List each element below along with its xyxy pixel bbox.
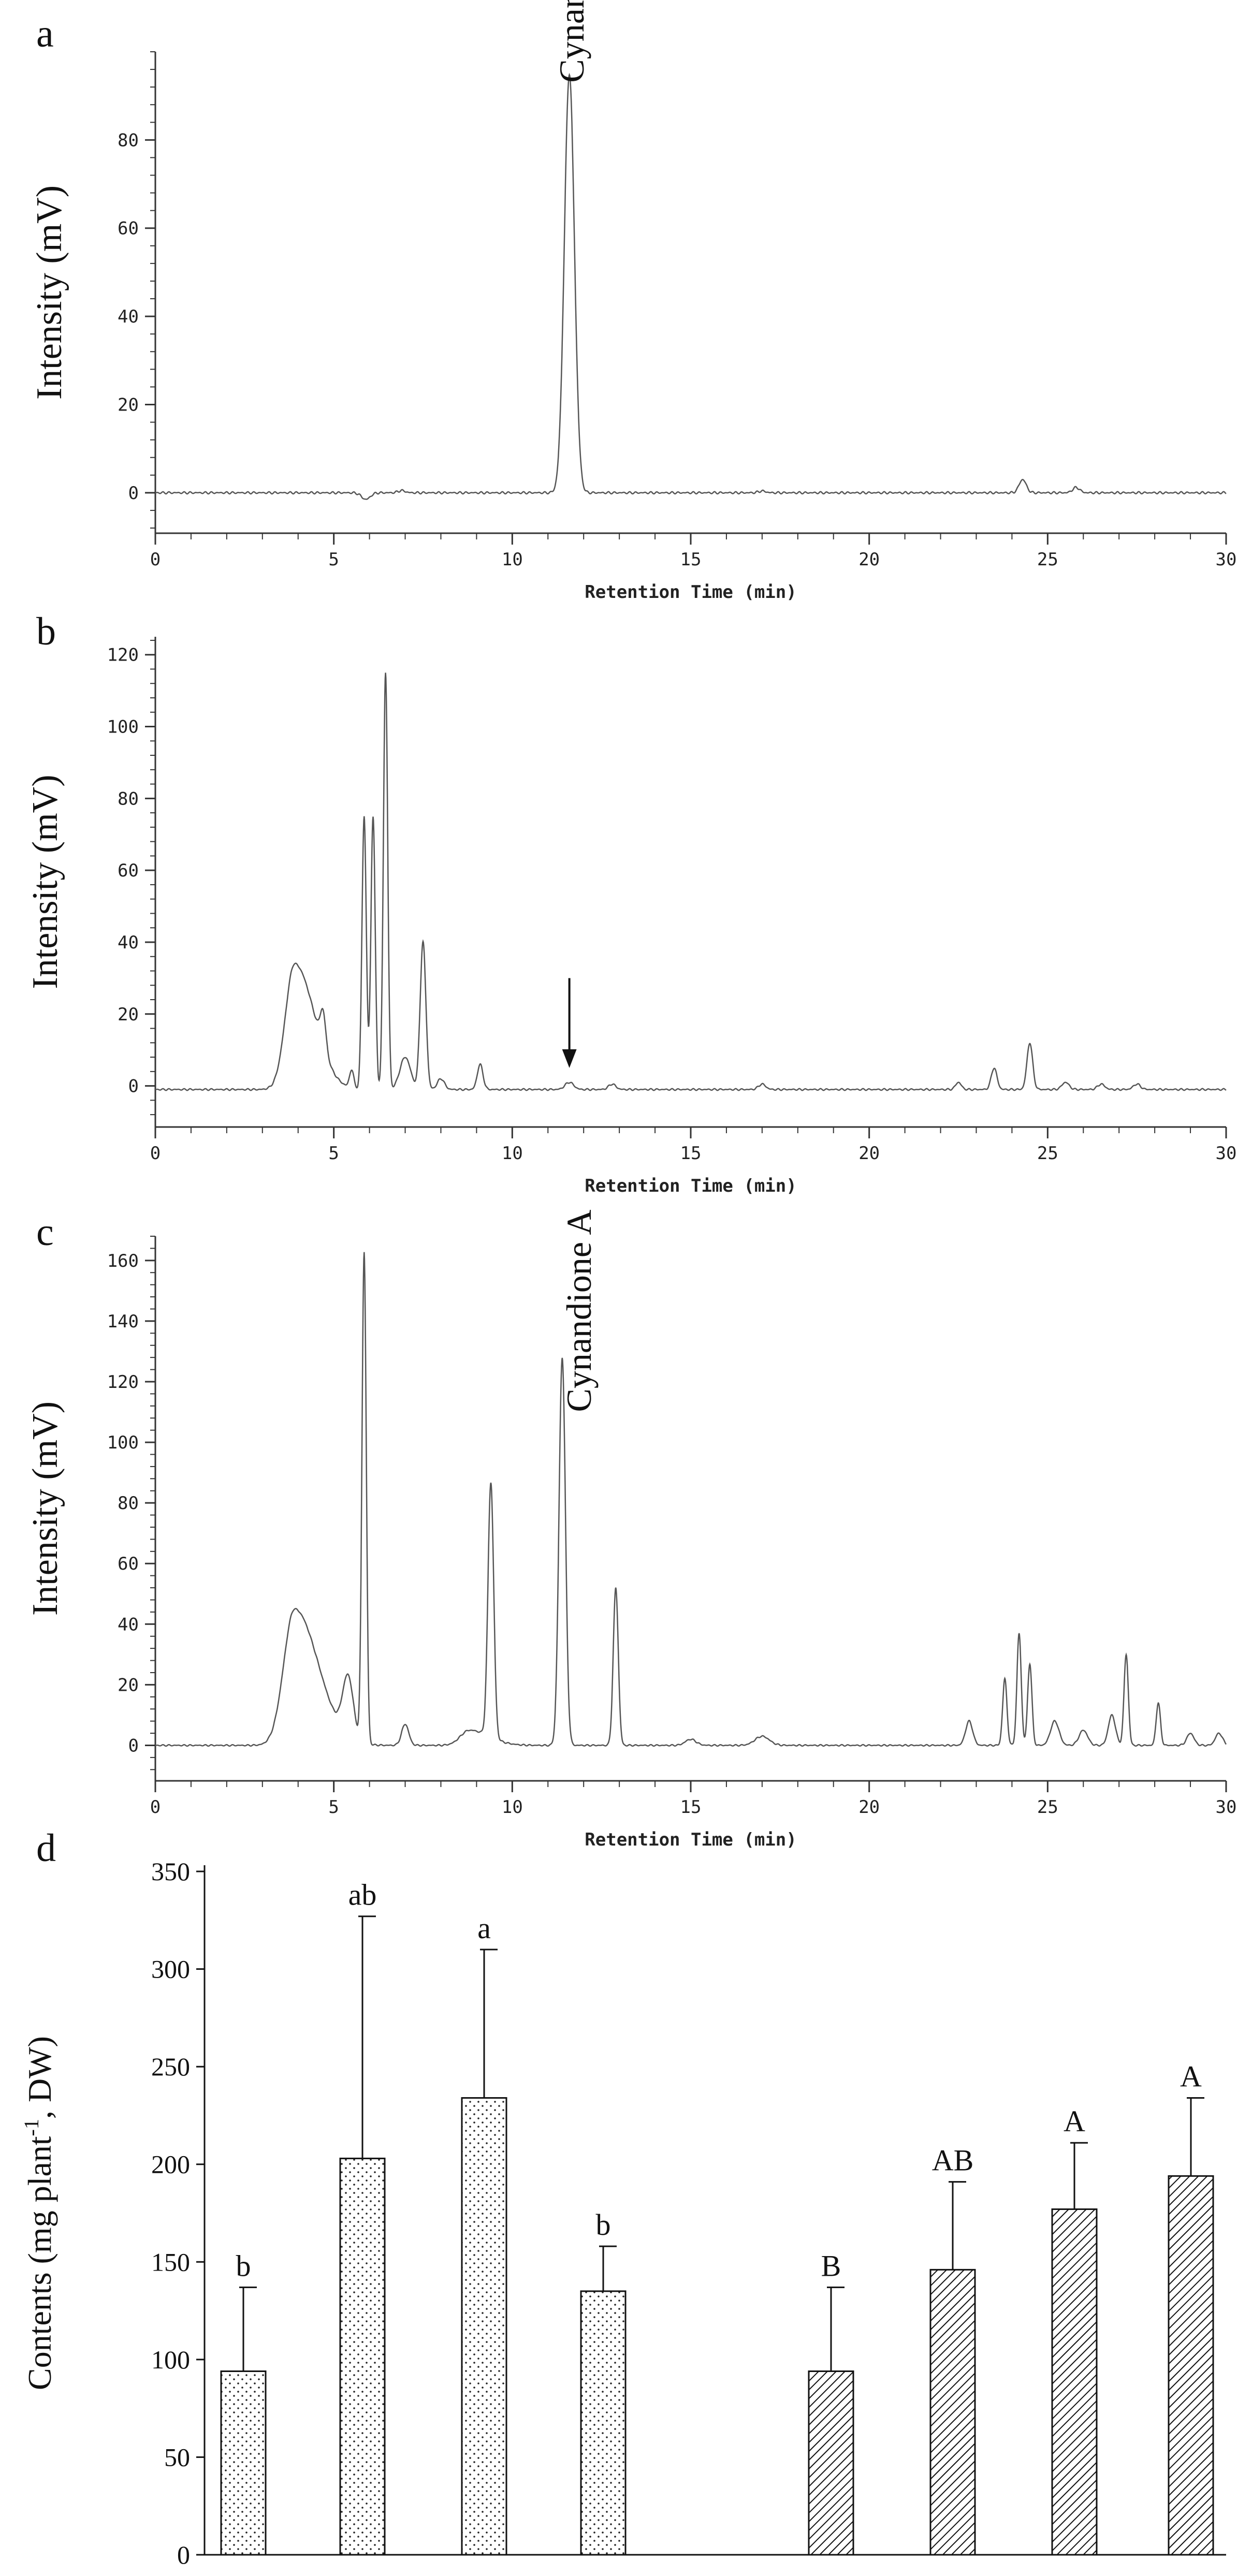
y-tick-label: 100 — [107, 717, 139, 738]
peak-annotation: Cynandione A — [552, 0, 591, 83]
x-tick-label: 0 — [150, 549, 161, 570]
y-tick-label: 40 — [118, 932, 139, 953]
x-tick-label: 5 — [328, 549, 339, 570]
y-tick-label: 60 — [118, 218, 139, 239]
category-label: Control — [787, 2575, 875, 2576]
x-tick-label: 30 — [1216, 549, 1237, 570]
bar-k100 — [929, 2268, 976, 2556]
peak-annotation: Cynandione A — [559, 1210, 599, 1412]
y-tick-label: 200 — [151, 2150, 190, 2179]
y-tick-label: 60 — [118, 1554, 139, 1574]
panel-label: a — [36, 12, 54, 55]
x-tick-label: 5 — [328, 1143, 339, 1164]
bar-panel-d: 0 50 100 150 200 250 300 350 Contents (mg plant-… — [20, 1826, 1226, 2576]
y-tick-label: 80 — [118, 130, 139, 151]
chromatogram-panel-b: 0 20 40 60 80 100 120 0 5 10 15 20 25 30 Retention Tim… — [25, 610, 1236, 1196]
y-tick-label: 120 — [107, 1372, 139, 1393]
category-label: K150 — [1042, 2575, 1107, 2576]
arrow-head — [562, 1049, 577, 1068]
signal-trace — [155, 72, 1227, 500]
x-tick-label: 0 — [150, 1797, 161, 1818]
y-tick-label: 80 — [118, 1493, 139, 1514]
x-tick-label: 20 — [858, 1143, 880, 1164]
x-tick-label: 15 — [680, 1143, 702, 1164]
x-tick-label: 25 — [1037, 549, 1058, 570]
x-tick-label: 20 — [858, 549, 880, 570]
y-tick-label: 80 — [118, 788, 139, 809]
x-tick-label: 30 — [1216, 1143, 1237, 1164]
y-tick-label: 60 — [118, 860, 139, 881]
y-tick-label: 0 — [128, 483, 139, 504]
significance-letter: ab — [348, 1878, 377, 1912]
y-tick-label: 100 — [151, 2345, 190, 2374]
y-tick-label: 0 — [128, 1735, 139, 1756]
bar-control — [808, 2370, 854, 2556]
y-tick-label: 40 — [118, 1614, 139, 1635]
bar-n150 — [461, 2097, 507, 2556]
panel-label: d — [36, 1826, 56, 1870]
y-tick-label: 160 — [107, 1251, 139, 1271]
y-tick-label: 50 — [164, 2442, 190, 2471]
y-axis-label: Intensity (mV) — [30, 185, 69, 400]
y-axis-label: Intensity (mV) — [25, 1401, 65, 1616]
x-tick-label: 10 — [502, 1143, 523, 1164]
category-label: N100 — [330, 2575, 395, 2576]
y-tick-label: 250 — [151, 2052, 190, 2081]
y-tick-label: 150 — [151, 2247, 190, 2276]
y-axis-label: Contents (mg plant-1, DW) — [20, 2036, 58, 2390]
y-tick-label: 20 — [118, 1675, 139, 1695]
y-tick-label: 20 — [118, 1004, 139, 1025]
bar-n200 — [580, 2290, 627, 2556]
bar-k200 — [1168, 2175, 1214, 2556]
panel-label: b — [36, 610, 56, 653]
x-tick-label: 25 — [1037, 1797, 1058, 1818]
x-tick-label: 25 — [1037, 1143, 1058, 1164]
y-tick-label: 100 — [107, 1432, 139, 1453]
x-tick-label: 0 — [150, 1143, 161, 1164]
chromatogram-panel-a: 0 20 40 60 80 0 5 10 15 20 25 30 Retention Time (min… — [30, 0, 1236, 603]
significance-letter: a — [477, 1911, 491, 1945]
chromatogram-panel-c: 0 20 40 60 80 100 120 140 160 0 5 10 15 20 25 30 Retenti… — [25, 1210, 1236, 1850]
x-tick-label: 10 — [502, 549, 523, 570]
y-tick-label: 120 — [107, 645, 139, 666]
y-tick-label: 350 — [151, 1857, 190, 1886]
y-tick-label: 140 — [107, 1311, 139, 1332]
bar-n100 — [339, 2157, 386, 2556]
x-axis-label: Retention Time (min) — [585, 582, 796, 603]
signal-trace — [155, 1252, 1227, 1747]
bar-control — [220, 2370, 267, 2556]
panel-label: c — [36, 1210, 54, 1254]
x-tick-label: 15 — [680, 549, 702, 570]
category-label: N200 — [571, 2575, 635, 2576]
x-tick-label: 15 — [680, 1797, 702, 1818]
significance-letter: b — [236, 2249, 251, 2282]
category-label: N150 — [452, 2575, 516, 2576]
y-tick-label: 0 — [177, 2540, 190, 2569]
y-tick-label: 40 — [118, 306, 139, 327]
significance-letter: AB — [932, 2144, 974, 2177]
significance-letter: A — [1064, 2104, 1085, 2138]
bar-k150 — [1051, 2208, 1098, 2556]
category-label: K100 — [921, 2575, 985, 2576]
x-tick-label: 10 — [502, 1797, 523, 1818]
signal-trace — [155, 672, 1227, 1091]
y-tick-label: 0 — [128, 1076, 139, 1097]
x-axis-label: Retention Time (min) — [585, 1176, 796, 1196]
significance-letter: B — [821, 2249, 841, 2282]
category-label: K200 — [1159, 2575, 1223, 2576]
significance-letter: b — [596, 2208, 611, 2242]
x-tick-label: 20 — [858, 1797, 880, 1818]
y-tick-label: 20 — [118, 394, 139, 415]
x-axis-label: Retention Time (min) — [585, 1829, 796, 1850]
y-tick-label: 300 — [151, 1955, 190, 1984]
x-tick-label: 30 — [1216, 1797, 1237, 1818]
y-axis-label: Intensity (mV) — [25, 774, 65, 989]
category-label: Control — [199, 2575, 287, 2576]
significance-letter: A — [1180, 2059, 1202, 2093]
x-tick-label: 5 — [328, 1797, 339, 1818]
